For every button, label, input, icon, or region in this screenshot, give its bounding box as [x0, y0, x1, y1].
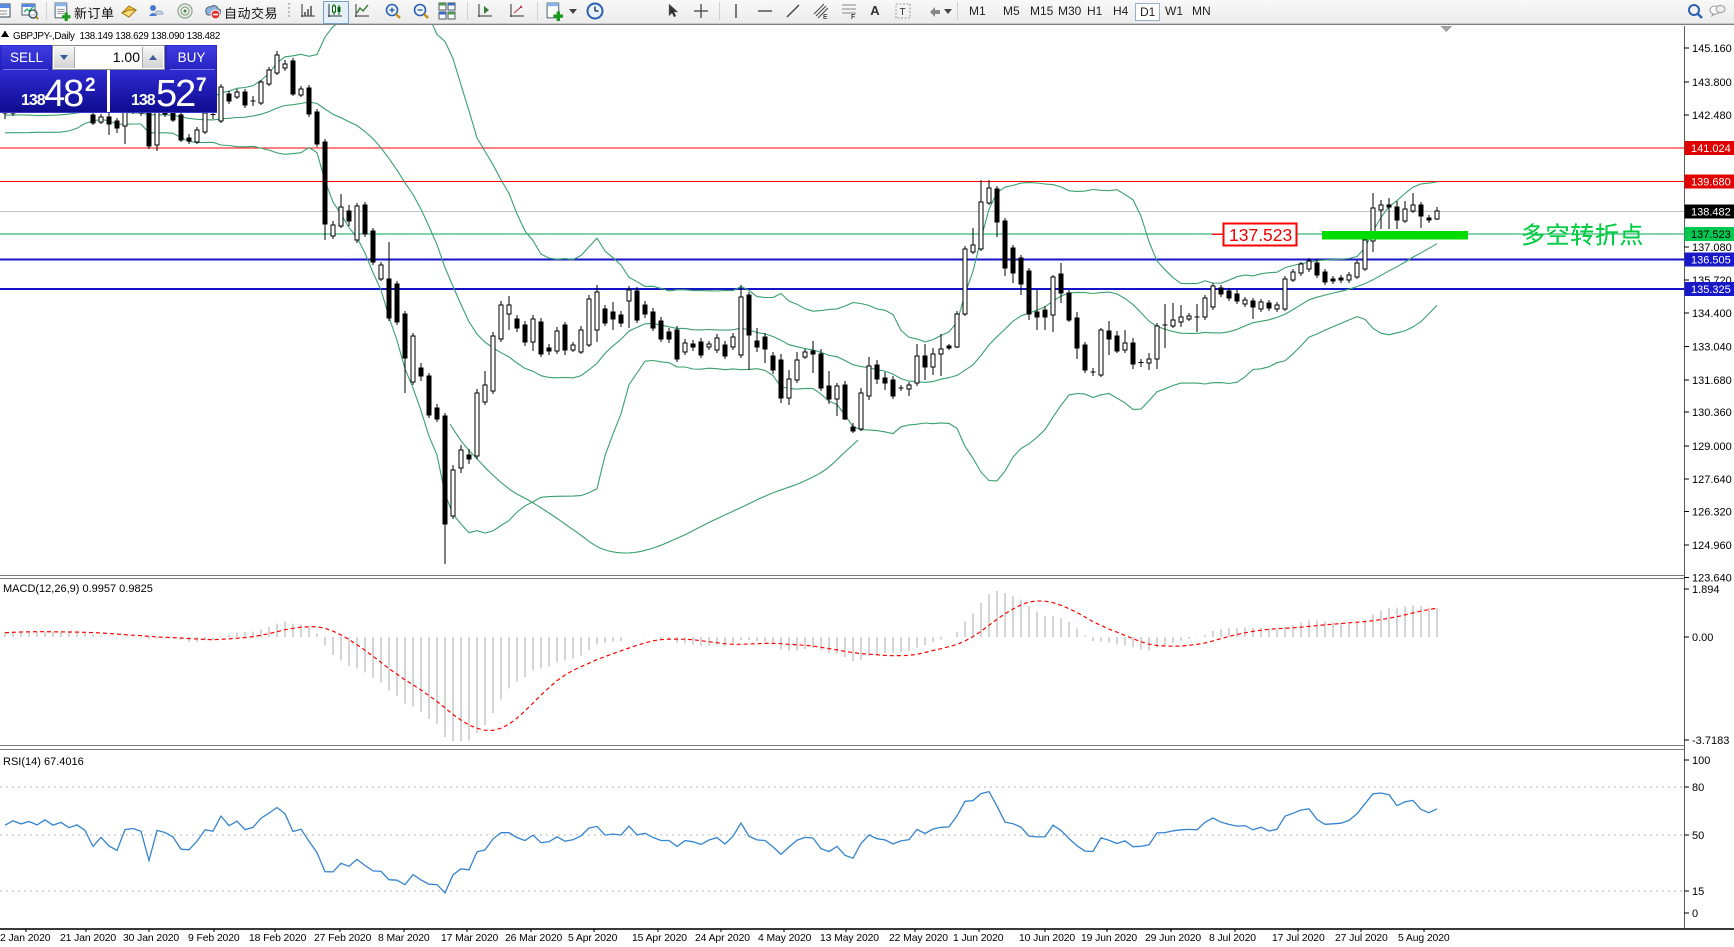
- svg-text:T: T: [900, 7, 906, 18]
- svg-text:137.523: 137.523: [1229, 225, 1292, 245]
- svg-text:80: 80: [1692, 782, 1704, 794]
- svg-text:5 Apr 2020: 5 Apr 2020: [568, 933, 618, 944]
- svg-text:1 Jun 2020: 1 Jun 2020: [953, 933, 1004, 944]
- svg-text:19 Jun 2020: 19 Jun 2020: [1081, 933, 1137, 944]
- svg-text:131.680: 131.680: [1692, 375, 1732, 387]
- svg-text:15 Apr 2020: 15 Apr 2020: [632, 933, 687, 944]
- svg-text:RSI(14) 67.4016: RSI(14) 67.4016: [3, 756, 84, 768]
- svg-text:2 Jan 2020: 2 Jan 2020: [0, 933, 51, 944]
- svg-text:GBPJPY-,Daily 138.149 138.629: GBPJPY-,Daily 138.149 138.629 138.090 13…: [13, 31, 220, 42]
- svg-text:-3.7183: -3.7183: [1692, 735, 1729, 747]
- svg-text:1.894: 1.894: [1692, 584, 1720, 596]
- svg-text:E: E: [823, 14, 828, 20]
- svg-text:138.482: 138.482: [1691, 207, 1731, 219]
- svg-text:136.505: 136.505: [1691, 255, 1731, 267]
- svg-text:F: F: [851, 14, 855, 20]
- svg-text:27 Jul 2020: 27 Jul 2020: [1335, 933, 1388, 944]
- svg-text:18 Feb 2020: 18 Feb 2020: [249, 933, 307, 944]
- svg-text:17 Jul 2020: 17 Jul 2020: [1272, 933, 1325, 944]
- svg-text:124.960: 124.960: [1692, 540, 1732, 552]
- svg-text:123.640: 123.640: [1692, 573, 1732, 585]
- svg-text:26 Mar 2020: 26 Mar 2020: [505, 933, 563, 944]
- svg-text:8 Jul 2020: 8 Jul 2020: [1209, 933, 1256, 944]
- svg-text:13 May 2020: 13 May 2020: [820, 933, 879, 944]
- svg-text:9 Feb 2020: 9 Feb 2020: [188, 933, 240, 944]
- svg-text:22 May 2020: 22 May 2020: [889, 933, 948, 944]
- svg-text:133.040: 133.040: [1692, 342, 1732, 354]
- svg-text:10 Jun 2020: 10 Jun 2020: [1019, 933, 1075, 944]
- svg-text:4 May 2020: 4 May 2020: [758, 933, 812, 944]
- svg-text:129.000: 129.000: [1692, 441, 1732, 453]
- svg-text:145.160: 145.160: [1692, 43, 1732, 55]
- svg-text:0.00: 0.00: [1692, 632, 1713, 644]
- svg-text:30 Jan 2020: 30 Jan 2020: [123, 933, 179, 944]
- svg-text:24 Apr 2020: 24 Apr 2020: [695, 933, 750, 944]
- svg-text:142.480: 142.480: [1692, 110, 1732, 122]
- svg-text:29 Jun 2020: 29 Jun 2020: [1145, 933, 1201, 944]
- svg-text:130.360: 130.360: [1692, 407, 1732, 419]
- svg-text:50: 50: [1692, 830, 1704, 842]
- svg-text:139.680: 139.680: [1691, 177, 1731, 189]
- svg-text:126.320: 126.320: [1692, 507, 1732, 519]
- svg-text:100: 100: [1692, 755, 1710, 767]
- svg-text:5 Aug 2020: 5 Aug 2020: [1398, 933, 1450, 944]
- svg-text:15: 15: [1692, 886, 1704, 898]
- svg-text:127.640: 127.640: [1692, 474, 1732, 486]
- svg-text:137.523: 137.523: [1691, 229, 1731, 241]
- svg-text:8 Mar 2020: 8 Mar 2020: [378, 933, 430, 944]
- svg-text:27 Feb 2020: 27 Feb 2020: [314, 933, 372, 944]
- svg-text:143.800: 143.800: [1692, 77, 1732, 89]
- svg-text:MACD(12,26,9) 0.9957 0.9825: MACD(12,26,9) 0.9957 0.9825: [3, 583, 153, 595]
- svg-text:135.325: 135.325: [1691, 284, 1731, 296]
- svg-text:137.080: 137.080: [1692, 242, 1732, 254]
- svg-text:21 Jan 2020: 21 Jan 2020: [60, 933, 116, 944]
- svg-text:17 Mar 2020: 17 Mar 2020: [441, 933, 499, 944]
- svg-text:134.400: 134.400: [1692, 308, 1732, 320]
- svg-text:141.024: 141.024: [1691, 143, 1731, 155]
- svg-text:0: 0: [1692, 908, 1698, 920]
